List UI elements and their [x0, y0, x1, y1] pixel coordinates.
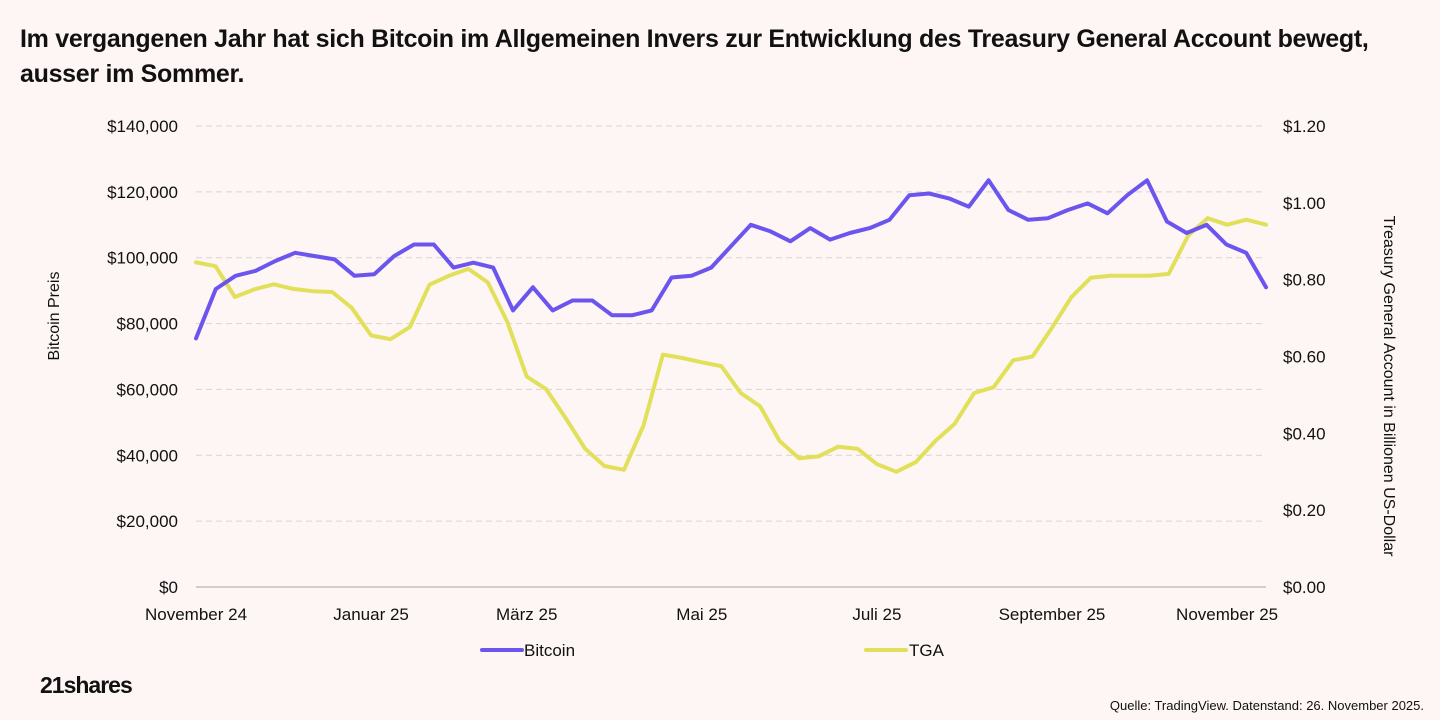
legend-label-bitcoin: Bitcoin — [524, 641, 575, 660]
chart-title: Im vergangenen Jahr hat sich Bitcoin im … — [20, 25, 1369, 88]
series-layer — [194, 178, 1268, 474]
right-tick-label: $1.00 — [1283, 194, 1326, 213]
x-tick-label: September 25 — [999, 605, 1106, 624]
source-note: Quelle: TradingView. Datenstand: 26. Nov… — [1109, 698, 1424, 713]
grid-lines — [196, 125, 1266, 522]
x-tick-label: November 24 — [145, 605, 247, 624]
right-tick-label: $0.60 — [1283, 348, 1326, 367]
legend: Bitcoin TGA — [480, 641, 945, 660]
right-axis-title: Treasury General Account in Billionen US… — [1380, 216, 1397, 558]
left-axis-ticks: $0 $20,000 $40,000 $60,000 $80,000 $100,000 $1… — [107, 117, 178, 597]
left-tick-label: $80,000 — [117, 315, 178, 334]
left-tick-label: $20,000 — [117, 512, 178, 531]
x-tick-label: November 25 — [1176, 605, 1278, 624]
left-tick-label: $0 — [159, 578, 178, 597]
left-axis-title: Bitcoin Preis — [46, 272, 63, 361]
series-line-bitcoin — [194, 178, 1268, 341]
right-tick-label: $0.00 — [1283, 578, 1326, 597]
left-tick-label: $100,000 — [107, 249, 178, 268]
legend-item-tga[interactable]: TGA — [864, 641, 945, 660]
left-tick-label: $60,000 — [117, 380, 178, 399]
legend-label-tga: TGA — [909, 641, 945, 660]
x-axis-ticks: November 24 Januar 25 März 25 Mai 25 Juli 25… — [145, 605, 1278, 624]
right-tick-label: $1.20 — [1283, 117, 1326, 136]
brand-logo: 21shares — [40, 672, 133, 698]
left-tick-label: $40,000 — [117, 446, 178, 465]
legend-item-bitcoin[interactable]: Bitcoin — [480, 641, 575, 660]
series-line-tga — [194, 216, 1268, 474]
right-axis-ticks: $0.00 $0.20 $0.40 $0.60 $0.80 $1.00 $1.20 — [1283, 117, 1326, 597]
left-tick-label: $140,000 — [107, 117, 178, 136]
x-tick-label: Januar 25 — [333, 605, 409, 624]
left-tick-label: $120,000 — [107, 183, 178, 202]
x-tick-label: Juli 25 — [852, 605, 901, 624]
right-tick-label: $0.20 — [1283, 501, 1326, 520]
x-tick-label: Mai 25 — [676, 605, 727, 624]
x-tick-label: März 25 — [496, 605, 557, 624]
right-tick-label: $0.40 — [1283, 424, 1326, 443]
right-tick-label: $0.80 — [1283, 271, 1326, 290]
